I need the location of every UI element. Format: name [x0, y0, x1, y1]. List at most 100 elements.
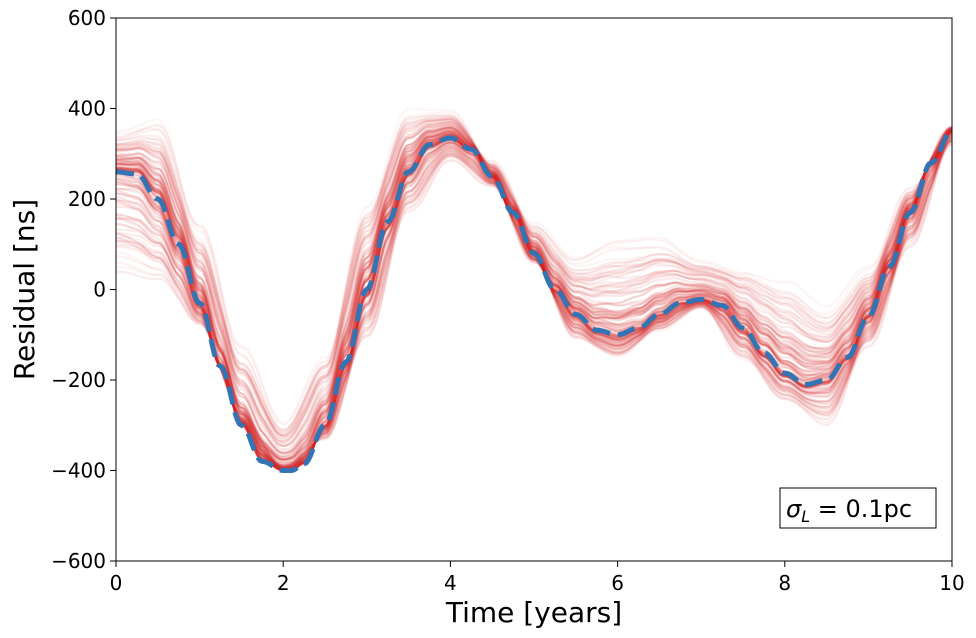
ensemble-curve: [116, 118, 952, 443]
ensemble-curve: [116, 129, 952, 458]
ensemble-curve: [116, 140, 952, 468]
ensemble-curve: [116, 129, 952, 460]
x-tick-label: 6: [611, 571, 624, 595]
x-tick-label: 2: [277, 571, 290, 595]
ensemble-curve: [116, 114, 952, 437]
ensemble-curve: [116, 123, 952, 437]
ensemble-curve: [116, 129, 952, 454]
annotation-text: σL = 0.1pc: [786, 495, 912, 526]
ensemble-curve: [116, 141, 952, 467]
ensemble-curve: [116, 129, 952, 455]
ensemble-curve: [116, 117, 952, 442]
ensemble-curve: [116, 120, 952, 432]
ensemble-curve: [116, 115, 952, 426]
ensemble-curve: [116, 129, 952, 472]
ensemble-curve: [116, 126, 952, 461]
ensemble-curve: [116, 125, 952, 462]
ensemble-curve: [116, 136, 952, 471]
ensemble-curve: [116, 117, 952, 431]
ensemble-curve: [116, 139, 952, 469]
y-tick-label: 200: [68, 187, 106, 211]
ensemble-curve: [116, 129, 952, 472]
ensemble-curve: [116, 128, 952, 467]
annotation-value: = 0.1pc: [810, 495, 912, 523]
ensemble-curve: [116, 119, 952, 447]
ensemble-curve: [116, 139, 952, 469]
ensemble-curve: [116, 126, 952, 464]
mean-curve: [116, 128, 952, 473]
ensemble-curve: [116, 121, 952, 453]
ensemble-curve: [116, 136, 952, 470]
ensemble-curve: [116, 128, 952, 466]
ensemble-curve: [116, 118, 952, 434]
ensemble-curve: [116, 116, 952, 443]
x-tick-label: 10: [939, 571, 964, 595]
ensemble-curve: [116, 126, 952, 461]
ensemble-curve: [116, 118, 952, 436]
y-tick-label: −400: [51, 459, 106, 483]
ensemble-curve: [116, 139, 952, 469]
ensemble-curve: [116, 128, 952, 461]
ensemble-curve: [116, 139, 952, 469]
ensemble-curve: [116, 121, 952, 443]
ensemble-curve: [116, 127, 952, 461]
ensemble-curve: [116, 111, 952, 431]
ensemble-curve: [116, 123, 952, 455]
ensemble-curve: [116, 135, 952, 470]
x-tick-label: 0: [110, 571, 123, 595]
ensemble-curve: [116, 127, 952, 445]
mean-curve-layer: [116, 128, 952, 473]
ensemble-curve: [116, 137, 952, 470]
x-tick-label: 8: [778, 571, 791, 595]
ensemble-curve: [116, 138, 952, 469]
y-tick-label: 0: [93, 278, 106, 302]
annotation-subscript: L: [801, 507, 810, 526]
ensemble-curve: [116, 129, 952, 468]
ensemble-curve: [116, 141, 952, 469]
y-tick-label: 600: [68, 6, 106, 30]
ensemble-curve: [116, 126, 952, 458]
ensemble-curve: [116, 128, 952, 447]
ensemble-curve: [116, 128, 952, 451]
y-tick-label: −600: [51, 549, 106, 573]
ensemble-curve: [116, 137, 952, 470]
x-axis-label: Time [years]: [445, 596, 622, 629]
ensemble-curve: [116, 107, 952, 432]
ensemble-curve: [116, 115, 952, 424]
ensemble-curve: [116, 137, 952, 470]
x-axis: 0 2 4 6 8 10: [110, 561, 965, 595]
ensemble-curve: [116, 143, 952, 468]
ensemble-curve: [116, 123, 952, 437]
y-axis: −600 −400 −200 0 200 400 600: [51, 6, 116, 573]
ensemble-curve: [116, 117, 952, 448]
ensemble-curve: [116, 124, 952, 460]
ensemble-curve: [116, 139, 952, 469]
ensemble-curves: [116, 107, 952, 472]
ensemble-curve: [116, 142, 952, 469]
ensemble-curve: [116, 127, 952, 448]
ensemble-curve: [116, 138, 952, 470]
ensemble-curve: [116, 113, 952, 440]
ensemble-curve: [116, 128, 952, 467]
ensemble-curve: [116, 140, 952, 470]
ensemble-curve: [116, 121, 952, 434]
ensemble-curve: [116, 136, 952, 469]
annotation-box: [779, 487, 937, 529]
ensemble-curve: [116, 136, 952, 470]
ensemble-curve: [116, 139, 952, 468]
y-axis-label: Residual [ns]: [8, 199, 41, 380]
ensemble-curve: [116, 140, 952, 469]
ensemble-curve: [116, 139, 952, 468]
sigma-annotation: σL = 0.1pc: [779, 487, 937, 529]
ensemble-curve: [116, 140, 952, 468]
ensemble-curve: [116, 120, 952, 438]
y-tick-label: −200: [51, 368, 106, 392]
ensemble-curve: [116, 143, 952, 468]
ensemble-curve: [116, 126, 952, 455]
ensemble-curve: [116, 126, 952, 464]
ensemble-curve: [116, 137, 952, 470]
ensemble-curve: [116, 134, 952, 470]
ensemble-curve: [116, 123, 952, 437]
